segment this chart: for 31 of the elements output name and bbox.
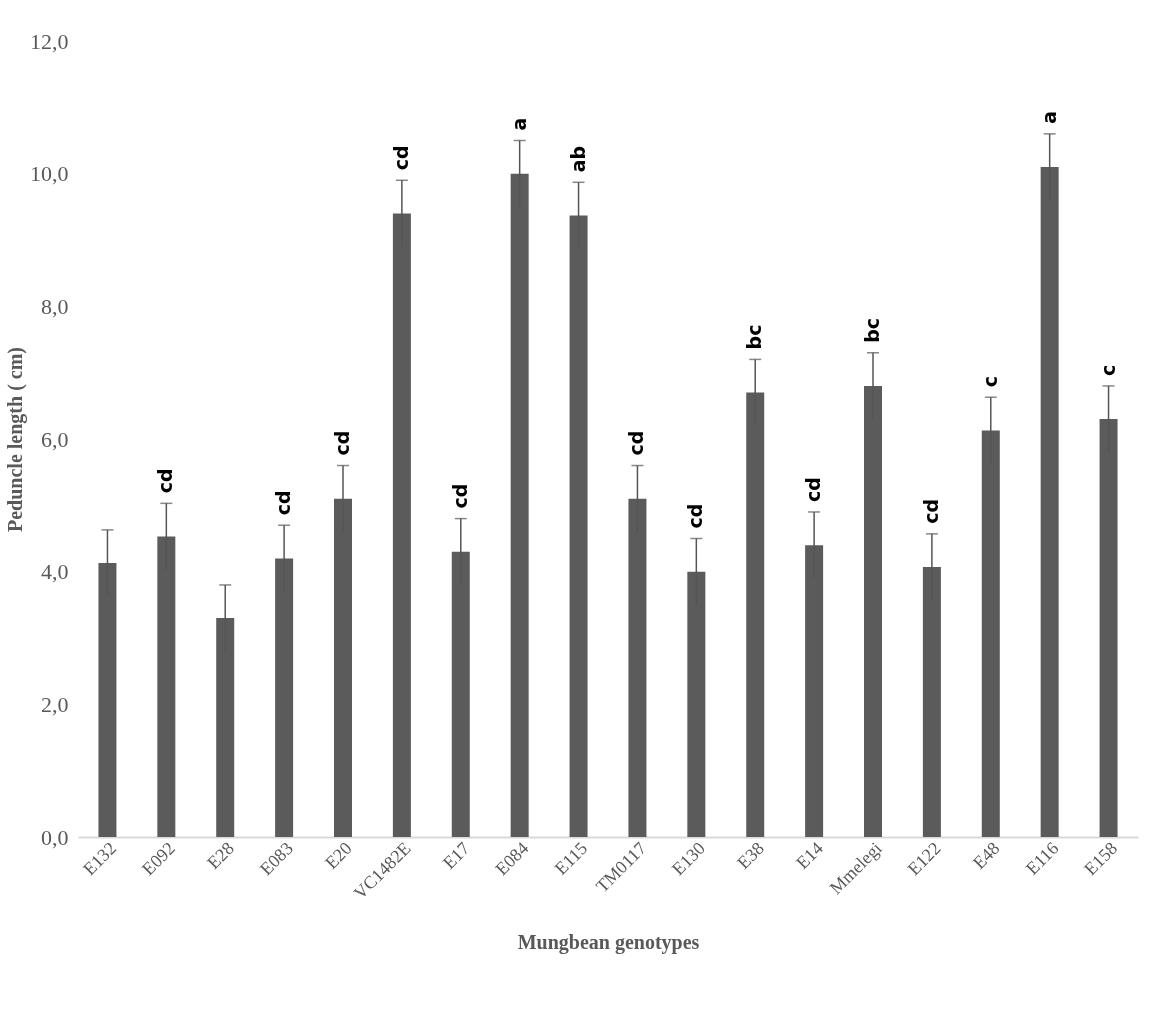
x-tick-label: E17 xyxy=(438,838,474,873)
x-tick-label: E20 xyxy=(321,838,356,873)
x-tick-label: E48 xyxy=(968,838,1004,873)
annotation: cd xyxy=(919,498,942,524)
annotation: cd xyxy=(272,490,295,516)
annotation: a xyxy=(1037,111,1060,124)
annotation: cd xyxy=(802,477,825,502)
annotation: cd xyxy=(448,483,471,509)
y-tick-label: 2,0 xyxy=(41,691,69,717)
annotation: ab xyxy=(566,145,589,173)
x-tick-label: E14 xyxy=(792,838,827,873)
annotation: cd xyxy=(154,468,177,494)
annotation: bc xyxy=(861,317,883,343)
annotation: cd xyxy=(684,503,707,529)
x-tick-label: E38 xyxy=(733,838,768,873)
y-tick-label: 4,0 xyxy=(41,559,69,585)
y-tick-label: 6,0 xyxy=(41,426,69,452)
y-axis-title: Peduncle length ( cm) xyxy=(4,347,27,532)
annotation: a xyxy=(507,117,530,131)
y-tick-label: 0,0 xyxy=(41,824,69,850)
y-tick-label: 10,0 xyxy=(30,161,69,187)
annotation: bc xyxy=(743,324,766,350)
x-tick-label: E28 xyxy=(203,838,238,873)
annotation: cd xyxy=(389,145,412,171)
y-tick-label: 12,0 xyxy=(30,28,69,54)
annotation: cd xyxy=(625,430,648,456)
y-tick-label: 8,0 xyxy=(41,293,69,319)
annotation: c xyxy=(978,375,1001,388)
x-axis-title: Mungbean genotypes xyxy=(517,931,700,955)
annotation: c xyxy=(1096,364,1119,376)
annotation: cd xyxy=(331,430,353,456)
